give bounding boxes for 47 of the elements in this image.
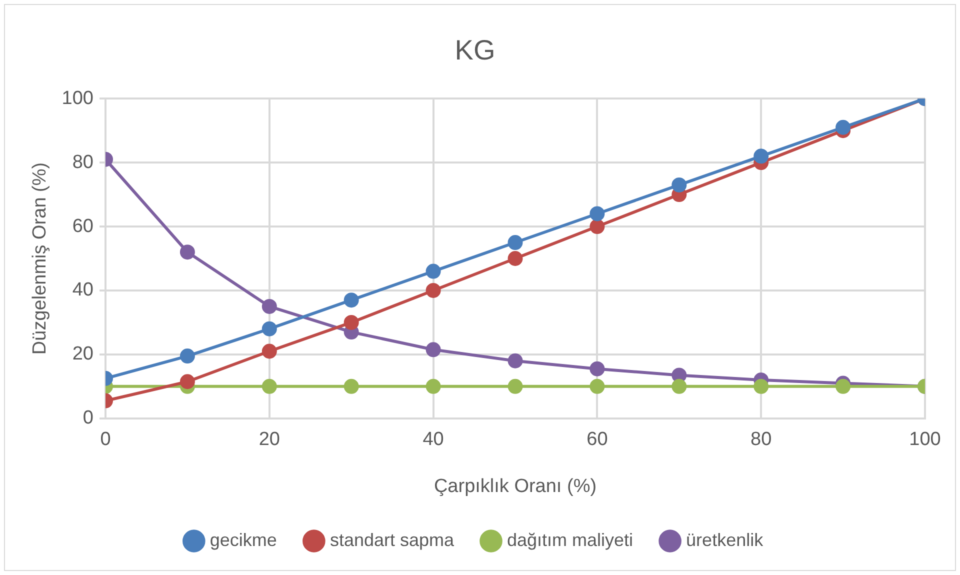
x-tick-label: 0 [100, 429, 111, 450]
point [426, 378, 441, 394]
point [508, 378, 523, 394]
point [590, 361, 605, 376]
chart-title: KG [454, 34, 496, 66]
point [262, 378, 277, 394]
y-axis-title: Düzgelenmiş Oran (%) [30, 162, 51, 355]
y-tick-label: 80 [72, 152, 94, 173]
point [672, 177, 687, 192]
point [836, 120, 851, 135]
x-tick-label: 80 [750, 429, 772, 450]
point [754, 148, 769, 164]
y-tick-label: 40 [72, 280, 94, 301]
y-tick-label: 100 [62, 88, 94, 109]
y-tick-label: 20 [72, 344, 94, 365]
point [426, 342, 441, 358]
point [672, 378, 687, 394]
point [754, 378, 769, 394]
point [344, 292, 359, 308]
point [262, 298, 277, 314]
point [180, 244, 195, 260]
legend-label: standart sapma [330, 530, 455, 550]
point [590, 206, 605, 222]
x-tick-label: 100 [909, 429, 941, 450]
legend-label: dağıtım maliyeti [507, 530, 634, 550]
point [180, 374, 195, 390]
point [426, 264, 441, 279]
legend-label: üretkenlik [686, 530, 764, 550]
point [262, 321, 277, 336]
point [262, 344, 277, 359]
point [508, 251, 523, 266]
x-axis-title: Çarpıklık Oranı (%) [434, 476, 597, 497]
x-tick-label: 20 [258, 429, 280, 450]
point [590, 219, 605, 234]
point [344, 378, 359, 394]
point [426, 282, 441, 298]
point [508, 235, 523, 250]
point [590, 378, 605, 394]
point [836, 378, 851, 394]
y-tick-label: 60 [72, 216, 94, 237]
y-tick-label: 0 [82, 408, 94, 429]
x-tick-label: 60 [586, 429, 608, 450]
x-tick-label: 40 [422, 429, 444, 450]
point [344, 314, 359, 330]
legend-label: gecikme [210, 530, 277, 550]
point [180, 348, 195, 364]
point [508, 353, 523, 368]
